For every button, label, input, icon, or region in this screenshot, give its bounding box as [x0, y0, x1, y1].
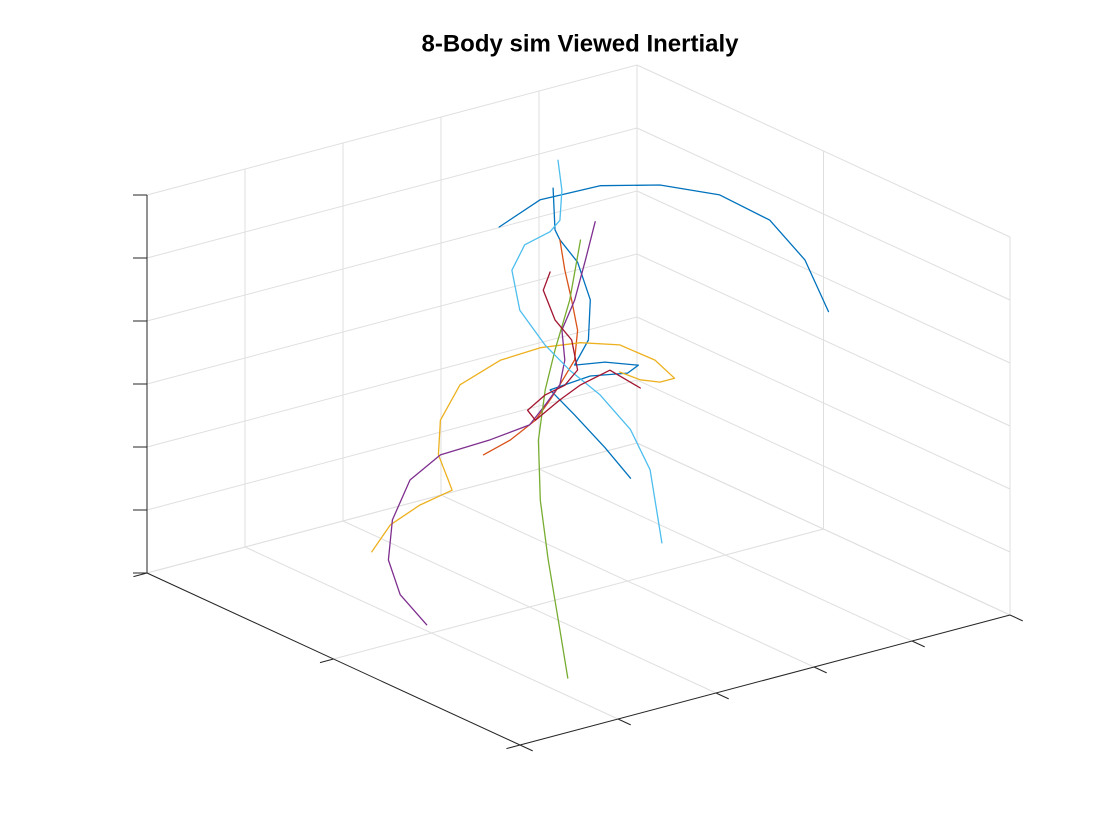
grid-line: [636, 316, 1011, 490]
grid-line: [146, 190, 638, 322]
grid-line: [636, 127, 1011, 301]
grid-line: [636, 442, 1011, 616]
trajectory: [371, 342, 676, 553]
trajectory: [387, 221, 596, 626]
x-tick-mark: [1009, 614, 1023, 622]
chart-title: 8-Body sim Viewed Inertialy: [421, 30, 739, 57]
trajectory: [549, 187, 639, 479]
grid-line: [333, 528, 824, 660]
trajectory: [537, 239, 582, 679]
x-tick-mark: [715, 692, 729, 700]
y-tick-mark: [319, 658, 334, 664]
x-tick-mark: [813, 666, 827, 674]
grid-line: [146, 379, 638, 511]
grid-line: [146, 64, 638, 196]
grid-line: [146, 316, 638, 448]
x-tick-mark: [617, 718, 631, 726]
grid-line: [146, 253, 638, 385]
y-tick-mark: [506, 744, 521, 750]
x-tick-mark: [911, 640, 925, 648]
trajectory: [526, 271, 641, 421]
grid-line: [146, 442, 638, 574]
x-tick-mark: [519, 744, 533, 752]
grid-line: [636, 253, 1011, 427]
y-tick-mark: [133, 572, 148, 578]
grid-line: [636, 379, 1011, 553]
trajectory: [498, 184, 830, 313]
grid-line: [636, 64, 1011, 238]
trajectory: [511, 159, 663, 544]
grid-line: [146, 127, 638, 259]
trajectory: [482, 239, 579, 456]
axis-line: [519, 614, 1011, 746]
grid-line: [636, 190, 1011, 364]
